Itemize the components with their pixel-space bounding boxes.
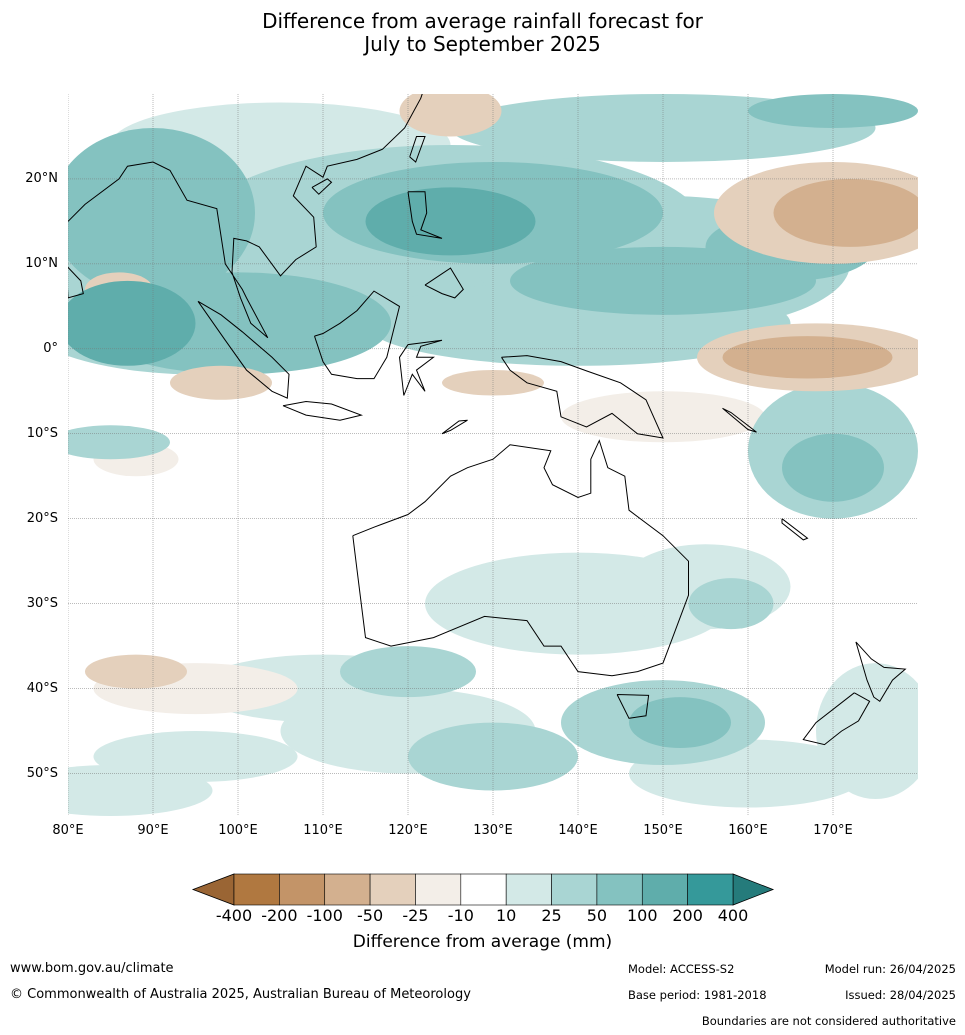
coastlines bbox=[68, 94, 907, 746]
coastline bbox=[68, 94, 423, 339]
colorbar-tick-label: 100 bbox=[626, 906, 658, 925]
coastline bbox=[197, 300, 290, 399]
contour-region bbox=[629, 697, 731, 749]
coastline bbox=[409, 136, 426, 163]
contour-region bbox=[773, 178, 918, 247]
contour-region bbox=[782, 433, 884, 502]
colorbar-tick-label: 10 bbox=[495, 906, 517, 925]
longitude-label: 170°E bbox=[813, 823, 853, 838]
colorbar-tick-label: -50 bbox=[357, 906, 384, 925]
contour-region bbox=[68, 128, 255, 298]
colorbar-tick-label: -100 bbox=[306, 906, 343, 925]
model-name: Model: ACCESS-S2 bbox=[628, 962, 735, 976]
coastline bbox=[352, 439, 689, 677]
coastline bbox=[282, 400, 364, 421]
coastline bbox=[314, 290, 401, 380]
latitude-label: 20°N bbox=[25, 170, 58, 186]
coastline bbox=[407, 191, 443, 239]
latitude-label: 10°N bbox=[25, 255, 58, 271]
copyright-text: © Commonwealth of Australia 2025, Austra… bbox=[10, 987, 471, 1002]
colorbar-tick-label: 400 bbox=[717, 906, 749, 925]
contour-region bbox=[68, 425, 170, 460]
coastline bbox=[424, 267, 464, 299]
map-title: Difference from average rainfall forecas… bbox=[0, 10, 965, 56]
longitude-label: 150°E bbox=[643, 823, 683, 838]
colorbar-tick-label: -400 bbox=[215, 906, 253, 925]
contour-region bbox=[68, 280, 196, 366]
map-gridlines bbox=[68, 94, 918, 816]
longitude-label: 160°E bbox=[728, 823, 768, 838]
base-period: Base period: 1981-2018 bbox=[628, 988, 767, 1002]
coastline bbox=[311, 178, 333, 195]
coastline bbox=[501, 355, 664, 439]
contour-region bbox=[688, 578, 774, 630]
coastline bbox=[616, 694, 650, 719]
longitude-label: 110°E bbox=[303, 823, 343, 838]
colorbar-title: Difference from average (mm) bbox=[352, 932, 613, 952]
longitude-label: 140°E bbox=[558, 823, 598, 838]
longitude-label: 90°E bbox=[137, 823, 169, 838]
website-link[interactable]: www.bom.gov.au/climate bbox=[10, 961, 174, 976]
longitude-label: 120°E bbox=[388, 823, 428, 838]
latitude-label: 0° bbox=[43, 340, 58, 356]
model-run-date: Model run: 26/04/2025 bbox=[824, 962, 956, 976]
contour-region bbox=[722, 336, 893, 379]
coastline bbox=[441, 419, 468, 435]
coastline bbox=[68, 266, 84, 299]
coastline bbox=[781, 518, 809, 541]
title-line-2: July to September 2025 bbox=[364, 32, 601, 56]
contour-region bbox=[170, 365, 272, 400]
latitude-label: 30°S bbox=[26, 595, 58, 611]
contour-region bbox=[85, 654, 187, 689]
latitude-label: 20°S bbox=[26, 510, 58, 526]
colorbar-tick-label: -200 bbox=[261, 906, 298, 925]
colorbar-tick-label: -25 bbox=[402, 906, 429, 925]
coastline bbox=[398, 339, 443, 396]
colorbar-tick-label: 50 bbox=[586, 906, 608, 925]
coastline bbox=[802, 692, 871, 746]
colorbar-tick-label: -10 bbox=[447, 906, 474, 925]
issued-date: Issued: 28/04/2025 bbox=[845, 988, 956, 1002]
contour-region bbox=[399, 94, 502, 137]
coastline bbox=[722, 407, 757, 433]
contour-region bbox=[365, 187, 536, 256]
contour-region bbox=[340, 646, 476, 698]
boundaries-disclaimer: Boundaries are not considered authoritat… bbox=[701, 1014, 956, 1028]
coastline bbox=[855, 641, 907, 703]
longitude-label: 130°E bbox=[473, 823, 513, 838]
longitude-label: 100°E bbox=[218, 823, 258, 838]
colorbar-tick-label: 25 bbox=[541, 906, 562, 925]
colorbar-tick-label: 200 bbox=[672, 906, 703, 925]
title-line-1: Difference from average rainfall forecas… bbox=[262, 9, 703, 33]
latitude-label: 40°S bbox=[26, 680, 58, 696]
latitude-label: 50°S bbox=[26, 765, 58, 781]
contour-region bbox=[93, 731, 298, 783]
longitude-label: 80°E bbox=[52, 823, 84, 838]
latitude-label: 10°S bbox=[26, 425, 58, 441]
